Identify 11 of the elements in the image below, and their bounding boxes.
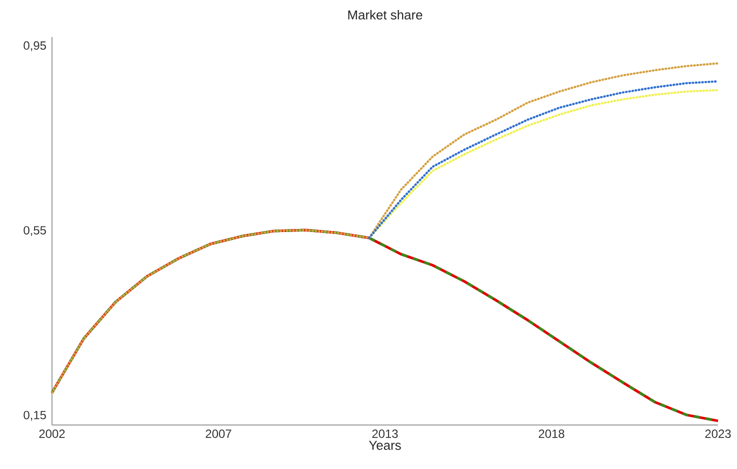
y-tick-label: 0,55 bbox=[24, 226, 46, 236]
x-axis-title: Years bbox=[368, 440, 401, 450]
y-tick-label: 0,15 bbox=[24, 410, 46, 421]
x-tick-label: 2023 bbox=[705, 430, 731, 438]
line-series bbox=[50, 62, 720, 394]
x-tick-label: 2013 bbox=[372, 430, 398, 438]
chart-title: Market share bbox=[348, 10, 422, 20]
x-tick-label: 2002 bbox=[39, 430, 65, 438]
y-tick-label: 0,95 bbox=[24, 41, 46, 52]
x-tick-label: 2018 bbox=[538, 430, 564, 438]
x-tick-label: 2007 bbox=[206, 430, 232, 438]
